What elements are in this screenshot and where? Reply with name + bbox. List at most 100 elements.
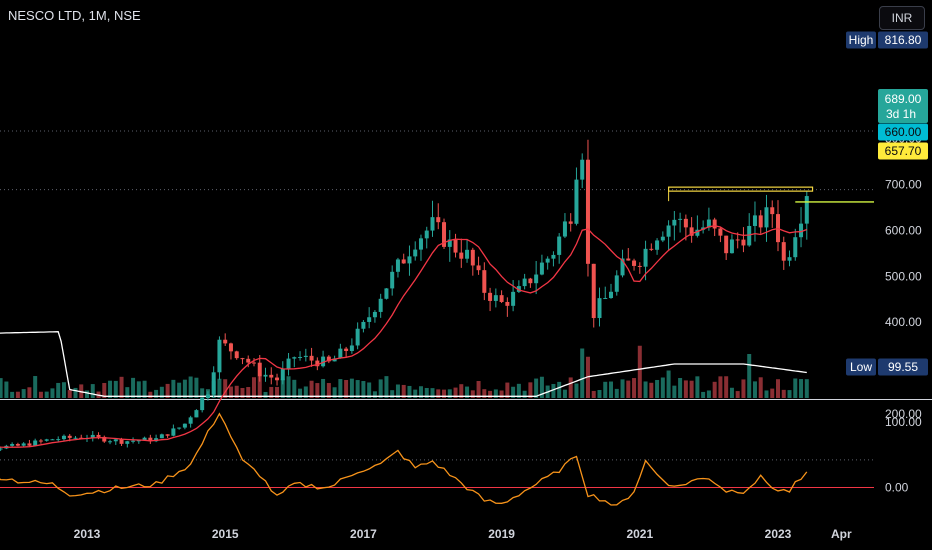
volume-bar [102,382,107,398]
candle-body [378,298,383,312]
volume-bar [332,387,337,398]
candle-body [522,278,527,287]
candle-body [0,448,3,450]
volume-bar [372,391,377,398]
line-b-value-bg [878,142,928,160]
volume-bar [275,386,280,398]
volume-bar [228,386,233,398]
volume-bar [407,385,412,398]
candle-body [436,217,441,223]
candle-body [223,339,228,344]
candle-body [591,263,596,319]
candle-body [154,438,159,442]
volume-bar [344,379,349,398]
candle-body [764,207,769,228]
volume-bar [27,387,32,398]
axis-layer: 200.00300.00400.00500.00600.00700.00800.… [74,132,922,541]
candle-body [718,228,723,236]
volume-bar [395,384,400,398]
candle-body [632,260,637,266]
candle-body [257,362,262,377]
candle-body [315,360,320,367]
resistance-line[interactable] [668,186,814,192]
currency-button[interactable]: INR [879,6,925,30]
line-a-value: 660.00 [885,125,922,139]
volume-bar [747,354,752,398]
candle-body [545,258,550,263]
candle-body [298,356,303,358]
candle-body [292,357,297,359]
volume-bar [666,370,671,398]
volume-bar [401,384,406,398]
volume-bar [752,381,757,398]
volume-bar [505,382,510,398]
volume-bar [632,378,637,398]
oscillator-axis-label: 0.00 [885,481,909,495]
volume-bar [465,386,470,398]
volume-bar [562,389,567,398]
candle-body [672,219,677,226]
candle-body [758,215,763,228]
volume-bar [56,382,61,398]
candle-body [793,237,798,258]
volume-bar [476,381,481,398]
candle-body [747,225,752,246]
volume-bar [61,382,66,398]
candle-body [263,374,268,377]
volume-bar [493,389,498,398]
candle-body [528,278,533,284]
volume-bar [194,377,199,398]
candle-body [355,328,360,346]
candle-body [390,271,395,289]
time-axis-label: Apr [831,527,852,541]
candle-body [459,252,464,259]
candle-body [113,439,118,442]
candle-body [275,377,280,381]
candle-body [620,258,625,276]
volume-bar [286,376,291,398]
volume-bar [384,376,389,398]
volume-bar [251,377,256,398]
volume-bar [591,390,596,398]
candle-body [407,256,412,264]
volume-bar [315,383,320,398]
candle-body [61,435,66,440]
volume-bar [626,380,631,398]
candle-body [689,227,694,236]
candle-body [413,249,418,257]
volume-bar [689,380,694,398]
candle-body [511,291,516,306]
high-value-bg [878,31,928,49]
volume-bar [534,378,539,398]
volume-bar [361,381,366,398]
candle-body [73,437,78,439]
volume-bar [787,390,792,398]
candle-body [96,434,101,437]
volume-bar [177,382,182,398]
candle-body [787,257,792,261]
last-price-tag [878,89,928,123]
candle-body [580,159,585,180]
candle-body [626,258,631,261]
bar-countdown: 3d 1h [886,107,916,121]
candle-body [286,358,291,369]
volume-bar [724,376,729,398]
volume-bar [182,379,187,398]
volume-bar [73,387,78,398]
candle-body [119,439,124,444]
volume-bar [649,382,654,398]
volume-bar [200,388,205,398]
volume-bar [303,386,308,398]
candle-body [465,249,470,259]
candle-body [50,439,55,441]
candle-body [102,436,107,442]
volume-bar [131,377,136,398]
candle-body [211,372,216,395]
volume-bar [804,379,809,398]
volume-bar [551,383,556,398]
volume-bar [430,388,435,398]
candle-body [246,358,251,363]
volume-bar [148,391,153,398]
volume-bar [793,378,798,398]
volume-bar [292,379,297,398]
